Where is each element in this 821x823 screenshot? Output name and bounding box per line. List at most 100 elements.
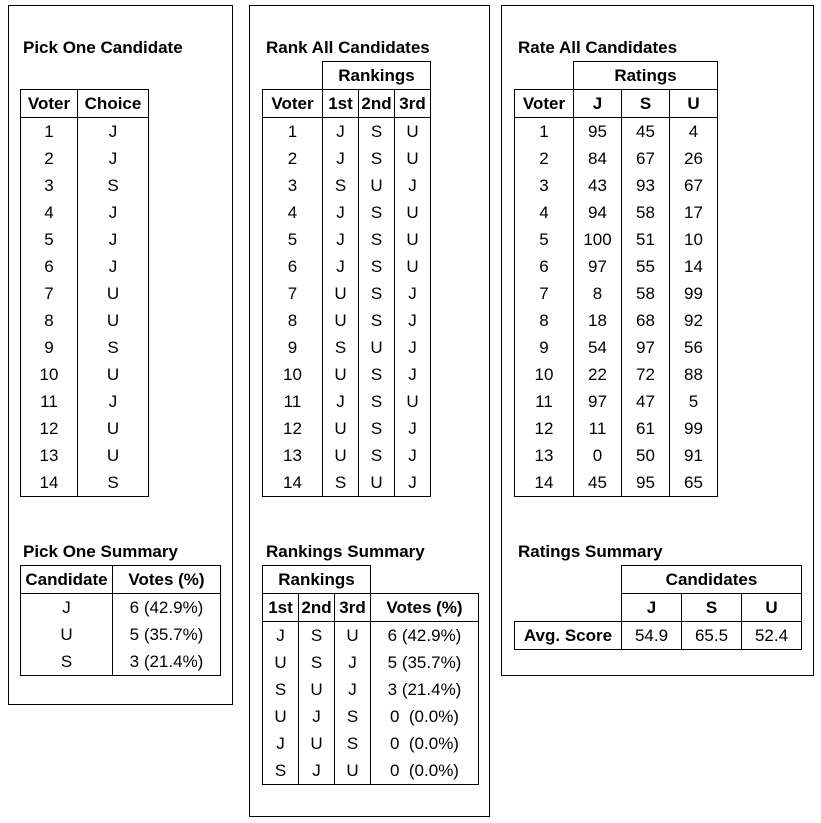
rate-all-row-cell: 99 [669, 280, 718, 307]
ratings-summary-header-s: S [681, 593, 742, 622]
rate-all-row-cell: 55 [621, 253, 670, 280]
pick-summary-row-cell: J [20, 593, 113, 621]
rate-all-row-cell: 61 [621, 415, 670, 442]
rate-all-row-cell: 18 [573, 307, 622, 334]
pick-one-panel [8, 5, 233, 705]
rate-all-row-cell: 13 [514, 442, 574, 469]
pick-one-row-cell: J [77, 145, 149, 172]
rate-all-row-cell: 84 [573, 145, 622, 172]
rankings-summary-group-header: Rankings [262, 565, 371, 594]
rank-all-row-cell: 4 [262, 199, 323, 226]
rate-all-row: 11 97 47 5 [514, 388, 718, 415]
ratings-summary-header-j: J [621, 593, 682, 622]
rank-all-row-cell: S [358, 117, 395, 145]
rank-all-header-3rd: 3rd [394, 89, 431, 118]
rate-all-header-u: U [669, 89, 718, 118]
rate-all-row-cell: 58 [621, 280, 670, 307]
rank-all-row-cell: S [322, 172, 359, 199]
rate-all-row-cell: 92 [669, 307, 718, 334]
rank-all-row-cell: J [394, 442, 431, 469]
ratings-summary-table: Candidates J S U Avg. Score 54.9 65.5 52… [514, 565, 802, 650]
rank-all-row: 13 U S J [262, 442, 431, 469]
rate-all-row-cell: 91 [669, 442, 718, 469]
rate-all-row-cell: 14 [514, 469, 574, 497]
rate-all-row: 14 45 95 65 [514, 469, 718, 497]
rate-all-row-cell: 58 [621, 199, 670, 226]
rank-all-row-cell: 11 [262, 388, 323, 415]
pick-one-row-cell: J [77, 388, 149, 415]
rate-all-row-cell: 65 [669, 469, 718, 497]
rate-all-row-cell: 67 [669, 172, 718, 199]
rankings-summary-header-2nd: 2nd [298, 593, 335, 622]
rate-all-row-cell: 97 [573, 253, 622, 280]
rate-all-row-cell: 97 [621, 334, 670, 361]
rank-all-row-cell: 9 [262, 334, 323, 361]
rank-all-row-cell: U [394, 117, 431, 145]
rate-all-row-cell: 8 [573, 280, 622, 307]
rank-all-row-cell: S [358, 145, 395, 172]
rankings-summary-row-cell: U [334, 757, 371, 785]
ratings-summary-title: Ratings Summary [518, 542, 663, 561]
pick-one-row-cell: J [77, 253, 149, 280]
rank-all-row-cell: 6 [262, 253, 323, 280]
pick-one-row-cell: 9 [20, 334, 78, 361]
rank-all-row-cell: S [358, 388, 395, 415]
pick-one-row-cell: 2 [20, 145, 78, 172]
rank-all-row-cell: 1 [262, 117, 323, 145]
rank-all-row-cell: J [322, 388, 359, 415]
rate-all-row-cell: 45 [621, 117, 670, 145]
rate-all-row: 12 11 61 99 [514, 415, 718, 442]
pick-one-row: 10 U [20, 361, 149, 388]
rankings-summary-row-cell: U [298, 676, 335, 703]
rankings-summary-header-1st: 1st [262, 593, 299, 622]
rankings-summary-row-cell: U [262, 649, 299, 676]
pick-one-title: Pick One Candidate [23, 38, 183, 57]
rank-all-row-cell: 2 [262, 145, 323, 172]
pick-summary-row-cell: U [20, 621, 113, 648]
rank-all-row-cell: U [322, 280, 359, 307]
rate-all-row: 8 18 68 92 [514, 307, 718, 334]
rankings-summary-row-cell: 5 (35.7%) [370, 649, 479, 676]
rank-all-row: 14 S U J [262, 469, 431, 497]
rate-all-row-cell: 0 [573, 442, 622, 469]
pick-summary-row-cell: 6 (42.9%) [112, 593, 221, 621]
rank-all-row-cell: J [394, 280, 431, 307]
rankings-summary-row-cell: 0 (0.0%) [370, 703, 479, 730]
ratings-summary-header-u: U [741, 593, 802, 622]
rank-all-row-cell: J [394, 334, 431, 361]
rank-all-row-cell: J [394, 172, 431, 199]
rankings-summary-row-cell: U [298, 730, 335, 757]
rank-all-row-cell: S [358, 415, 395, 442]
rank-all-row-cell: S [358, 280, 395, 307]
rank-all-row-cell: S [322, 334, 359, 361]
rankings-summary-title: Rankings Summary [266, 542, 425, 561]
rank-all-row-cell: S [322, 469, 359, 497]
rank-all-row-cell: S [358, 226, 395, 253]
pick-one-row-cell: 1 [20, 117, 78, 145]
pick-one-row-cell: 5 [20, 226, 78, 253]
rank-all-panel [249, 5, 490, 817]
ratings-summary-group-header: Candidates [621, 565, 802, 594]
rankings-summary-row-cell: S [334, 703, 371, 730]
rankings-summary-row-cell: U [334, 621, 371, 649]
ratings-summary-row-label: Avg. Score [514, 621, 622, 650]
rate-all-row-cell: 5 [514, 226, 574, 253]
rank-all-row-cell: S [358, 442, 395, 469]
rank-all-row-cell: S [358, 253, 395, 280]
rate-all-header-j: J [573, 89, 622, 118]
rate-all-row-cell: 14 [669, 253, 718, 280]
rate-all-row-cell: 1 [514, 117, 574, 145]
pick-one-row-cell: U [77, 415, 149, 442]
rate-all-row: 3 43 93 67 [514, 172, 718, 199]
